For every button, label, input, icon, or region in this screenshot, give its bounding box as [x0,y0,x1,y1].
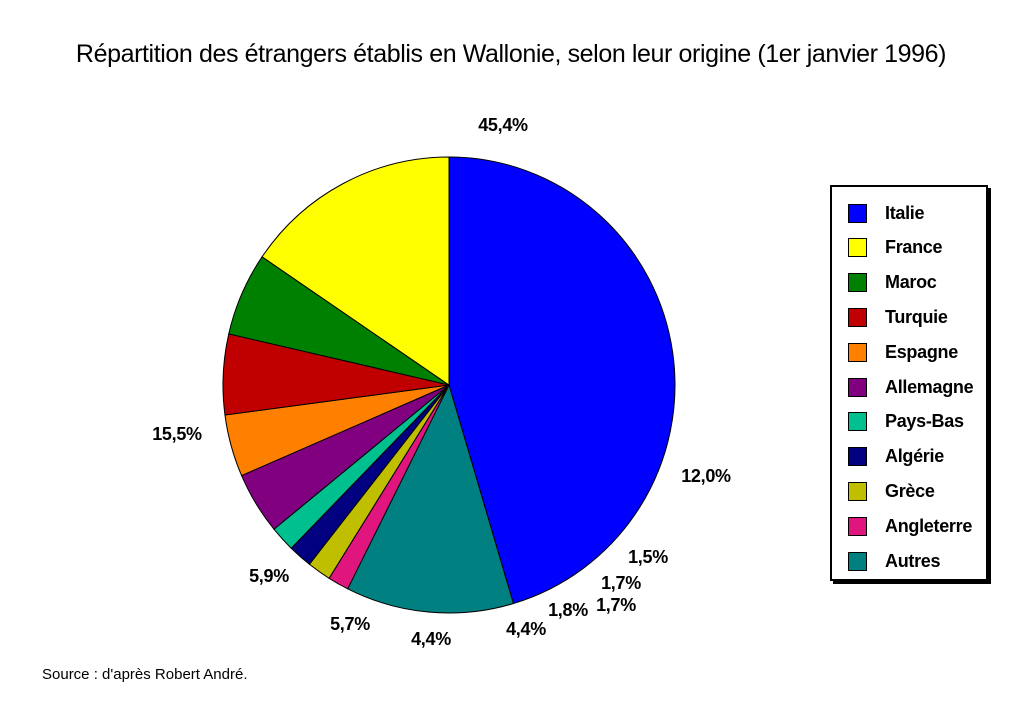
legend-item-maroc: Maroc [848,271,937,295]
legend-item-espagne: Espagne [848,340,958,364]
slice-label-gr-ce: 1,7% [601,573,641,593]
legend-item-france: France [848,236,943,260]
legend-label: Allemagne [885,376,974,397]
legend-item-allemagne: Allemagne [848,375,974,399]
legend-swatch [848,203,867,223]
legend-label: Espagne [885,341,958,362]
legend-swatch [848,377,867,397]
legend-swatch [848,516,867,536]
legend-label: Angleterre [885,515,973,536]
pie-labels: 45,4%12,0%1,5%1,7%1,7%1,8%4,4%4,4%5,7%5,… [152,115,731,649]
legend-label: Algérie [885,446,944,467]
legend-label: Pays-Bas [885,411,964,432]
legend-label: Turquie [885,306,948,327]
legend-item-alg-rie: Algérie [848,445,944,469]
legend-label: Italie [885,202,925,223]
legend-swatch [848,307,867,327]
pie-slice-autres [347,383,515,614]
legend-label: Grèce [885,480,935,501]
slice-label-france: 15,5% [152,424,202,444]
legend-item-italie: Italie [848,201,925,225]
chart-title: Répartition des étrangers établis en Wal… [75,40,947,68]
pie-slices [222,156,676,614]
legend-swatch [848,481,867,501]
pie-slice-italie [448,156,676,605]
legend-label: Autres [885,550,941,571]
source-note: Source : d'après Robert André. [42,666,248,683]
legend-swatch [848,342,867,362]
legend-item-gr-ce: Grèce [848,479,935,503]
legend-swatch [848,412,867,432]
slice-label-autres: 12,0% [681,466,731,486]
legend-item-turquie: Turquie [848,305,948,329]
legend: Italie France Maroc Turquie Espagne Allemagne… [830,185,988,581]
legend-label: Maroc [885,272,937,293]
legend-item-pays-bas: Pays-Bas [848,410,964,434]
slice-label-espagne: 4,4% [411,629,451,649]
pie-slice-france [261,156,450,386]
legend-swatch [848,551,867,571]
slice-label-allemagne: 4,4% [506,619,546,639]
slice-label-maroc: 5,9% [249,566,289,586]
legend-item-autres: Autres [848,549,941,573]
legend-swatch [848,447,867,467]
slice-label-turquie: 5,7% [330,614,370,634]
slice-label-italie: 45,4% [478,115,528,135]
legend-label: France [885,237,943,258]
legend-swatch [848,273,867,293]
legend-item-angleterre: Angleterre [848,514,972,538]
slice-label-angleterre: 1,5% [628,547,668,567]
legend-swatch [848,238,867,258]
slice-label-alg-rie: 1,7% [596,595,636,615]
slice-label-pays-bas: 1,8% [548,600,588,620]
